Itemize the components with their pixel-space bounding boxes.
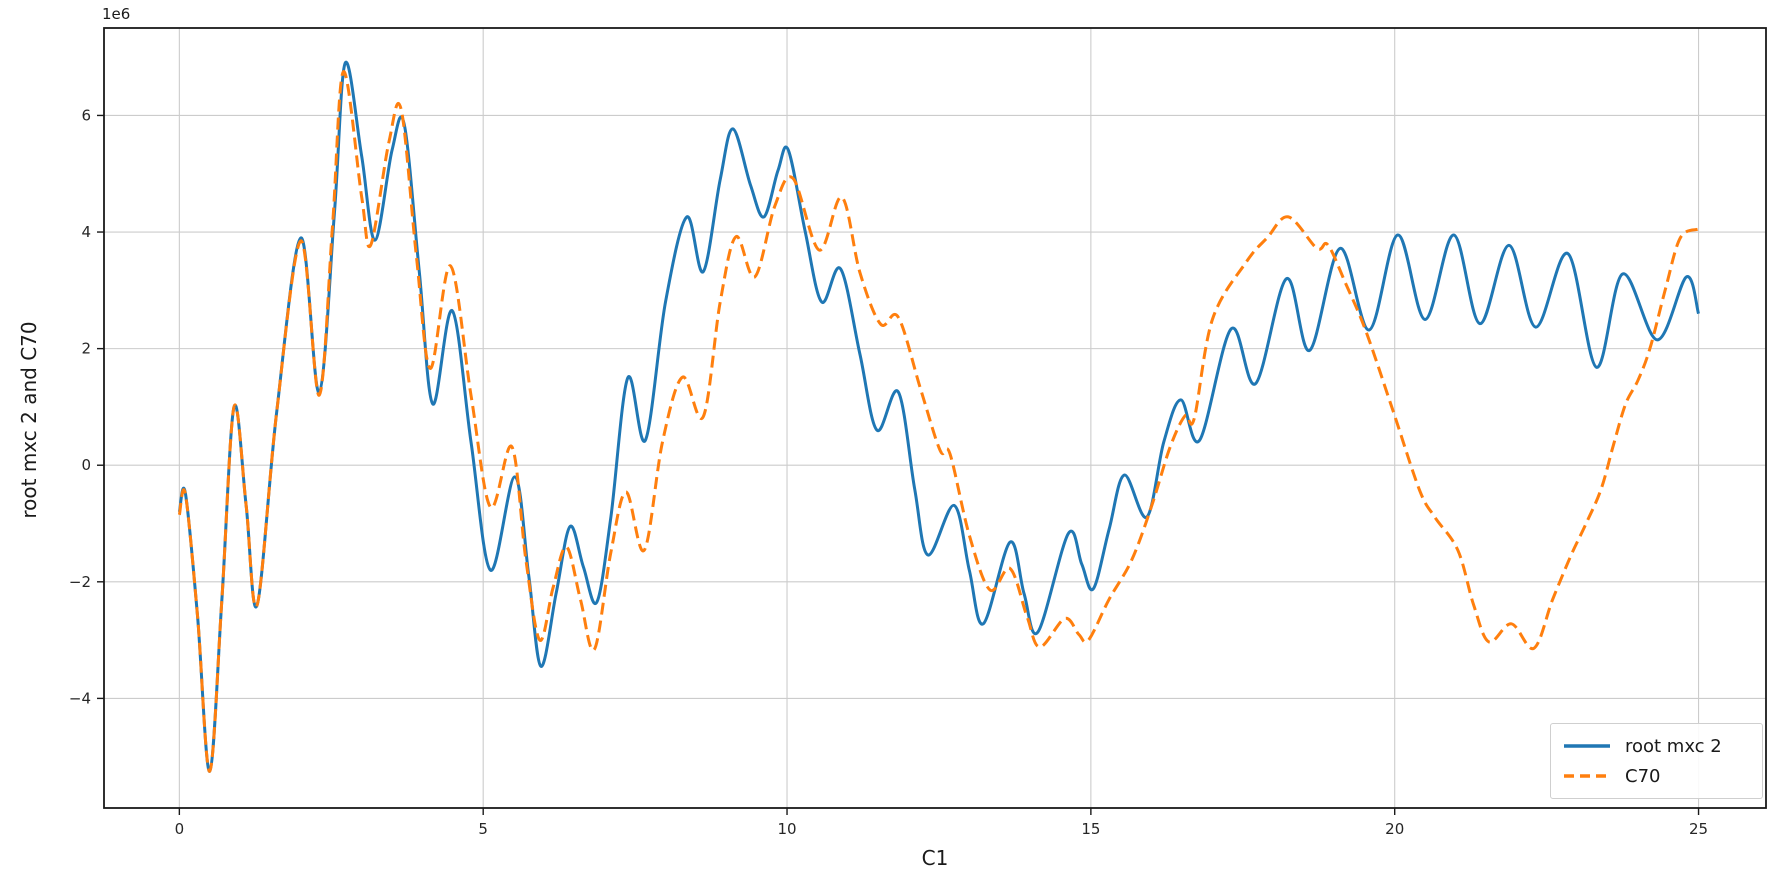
y-tick-label: −4 — [69, 689, 91, 707]
axes-frame — [103, 27, 1767, 809]
y-tick-label: 2 — [81, 340, 91, 358]
series-line-c70 — [177, 70, 1700, 773]
legend-label: root mxc 2 — [1625, 735, 1722, 757]
legend-entry-root-mxc-2: root mxc 2 — [1563, 733, 1750, 759]
x-tick-label: 25 — [1689, 820, 1708, 838]
y-tick-label: 4 — [81, 223, 91, 241]
series-line-root-mxc-2 — [177, 60, 1700, 773]
x-tick-label: 20 — [1385, 820, 1404, 838]
legend-entry-c70: C70 — [1563, 763, 1750, 789]
y-axis-label: root mxc 2 and C70 — [17, 321, 41, 519]
x-tick-label: 10 — [777, 820, 796, 838]
y-tick-label: 0 — [81, 456, 91, 474]
x-tick-label: 15 — [1081, 820, 1100, 838]
y-axis-offset-text: 1e6 — [102, 5, 131, 23]
x-tick-label: 5 — [478, 820, 488, 838]
legend-label: C70 — [1625, 765, 1661, 787]
legend-line-sample-dashed — [1564, 774, 1610, 778]
x-axis-label: C1 — [921, 846, 949, 870]
legend: root mxc 2 C70 — [1550, 723, 1763, 799]
y-tick-label: −2 — [69, 573, 91, 591]
legend-line-sample-solid — [1564, 744, 1610, 748]
x-tick-label: 0 — [175, 820, 185, 838]
y-tick-label: 6 — [81, 106, 91, 124]
